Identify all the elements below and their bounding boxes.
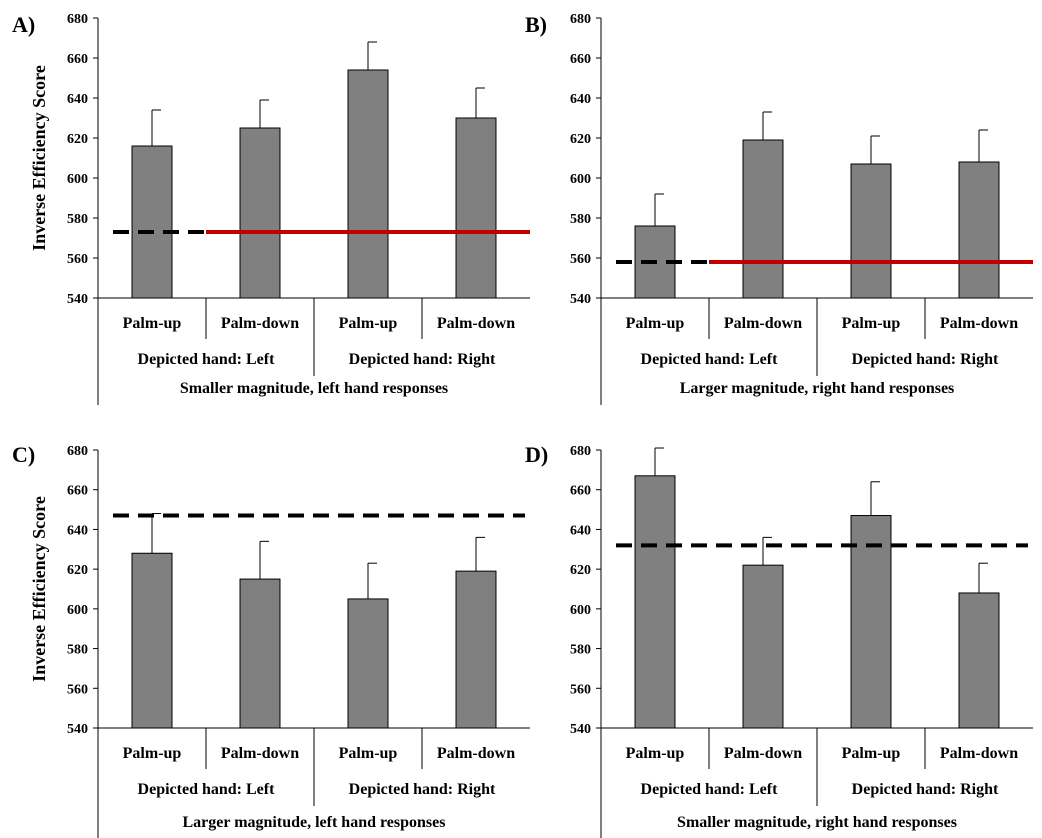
y-tick-label: 600 (67, 172, 88, 187)
y-tick-label: 600 (570, 603, 591, 618)
bar (742, 139, 784, 299)
group-label: Depicted hand: Left (138, 351, 276, 368)
category-label: Palm-down (437, 315, 515, 332)
category-label: Palm-down (724, 745, 802, 762)
y-tick-label: 620 (570, 563, 591, 578)
panel-label: B) (525, 12, 547, 37)
y-tick-label: 640 (67, 92, 88, 107)
condition-label: Smaller magnitude, left hand responses (180, 380, 448, 397)
y-tick-label: 540 (570, 722, 591, 737)
y-tick-label: 680 (570, 12, 591, 27)
chart-panel-c: C) 540 560 580 600 620 640 660 680 Inverse Effici… (12, 442, 530, 838)
category-label: Palm-down (437, 745, 515, 762)
y-tick-label: 620 (67, 563, 88, 578)
category-label: Palm-up (123, 745, 182, 762)
y-tick-label: 560 (570, 682, 591, 697)
category-label: Palm-up (123, 315, 182, 332)
y-tick-label: 680 (67, 444, 88, 459)
bar (742, 564, 784, 729)
category-label: Palm-up (339, 745, 398, 762)
chart-panel-a: A) 540 560 580 600 620 640 660 680 Inverse Effici… (12, 12, 530, 405)
y-tick-label: 560 (67, 682, 88, 697)
y-axis-title: Inverse Efficiency Score (29, 65, 49, 251)
category-label: Palm-down (724, 315, 802, 332)
group-label: Depicted hand: Left (641, 781, 779, 798)
bar (131, 552, 173, 729)
category-label: Palm-up (842, 745, 901, 762)
category-label: Palm-up (339, 315, 398, 332)
bar (958, 592, 1000, 729)
category-label: Palm-down (940, 315, 1018, 332)
panel-label: A) (12, 12, 35, 37)
y-tick-label: 580 (67, 643, 88, 658)
category-label: Palm-down (221, 745, 299, 762)
group-label: Depicted hand: Right (349, 351, 496, 368)
category-label: Palm-down (221, 315, 299, 332)
bar (634, 475, 676, 729)
y-tick-label: 660 (570, 484, 591, 499)
bar (239, 127, 281, 299)
y-tick-label: 640 (570, 523, 591, 538)
y-tick-label: 560 (570, 252, 591, 267)
group-label: Depicted hand: Right (852, 351, 999, 368)
y-tick-label: 560 (67, 252, 88, 267)
bar (850, 515, 892, 729)
panel-label: C) (12, 442, 35, 467)
y-tick-label: 540 (570, 292, 591, 307)
y-tick-label: 660 (67, 484, 88, 499)
bar (455, 570, 497, 729)
y-tick-label: 540 (67, 722, 88, 737)
y-tick-label: 680 (570, 444, 591, 459)
condition-label: Larger magnitude, left hand responses (183, 814, 446, 831)
bar (347, 69, 389, 299)
y-tick-label: 620 (67, 132, 88, 147)
y-tick-label: 580 (67, 212, 88, 227)
group-label: Depicted hand: Left (138, 781, 276, 798)
category-label: Palm-up (626, 745, 685, 762)
y-tick-label: 540 (67, 292, 88, 307)
condition-label: Larger magnitude, right hand responses (680, 380, 955, 397)
group-label: Depicted hand: Right (349, 781, 496, 798)
y-tick-label: 660 (67, 52, 88, 67)
bar (455, 117, 497, 299)
group-label: Depicted hand: Right (852, 781, 999, 798)
bar (347, 598, 389, 729)
y-tick-label: 600 (570, 172, 591, 187)
y-axis-title: Inverse Efficiency Score (29, 496, 49, 682)
condition-label: Smaller magnitude, right hand responses (677, 814, 957, 831)
category-label: Palm-up (842, 315, 901, 332)
y-tick-label: 660 (570, 52, 591, 67)
y-tick-label: 640 (570, 92, 591, 107)
chart-panel-d: D) 540 560 580 600 620 640 660 680 Palm-up Palm-do… (525, 442, 1033, 838)
y-tick-label: 640 (67, 523, 88, 538)
bar (239, 578, 281, 729)
y-tick-label: 580 (570, 212, 591, 227)
chart-panel-b: B) 540 560 580 600 620 640 660 680 Palm-up Palm-do… (525, 12, 1033, 405)
category-label: Palm-up (626, 315, 685, 332)
y-tick-label: 600 (67, 603, 88, 618)
bar (131, 145, 173, 299)
category-label: Palm-down (940, 745, 1018, 762)
y-tick-label: 680 (67, 12, 88, 27)
y-tick-label: 620 (570, 132, 591, 147)
panel-label: D) (525, 442, 548, 467)
bar (958, 161, 1000, 299)
group-label: Depicted hand: Left (641, 351, 779, 368)
y-tick-label: 580 (570, 643, 591, 658)
bar (850, 163, 892, 299)
